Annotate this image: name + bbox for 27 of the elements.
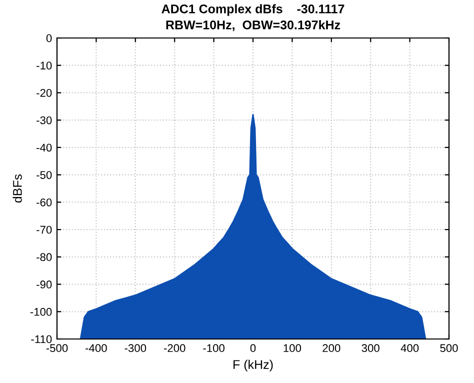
x-tick-label: 500 <box>440 344 458 352</box>
y-tick-label: -100 <box>30 308 52 316</box>
x-tick-label: 300 <box>362 344 380 352</box>
x-tick-label: -100 <box>203 344 224 352</box>
chart-subtitle: RBW=10Hz, OBW=30.197kHz <box>166 20 340 32</box>
x-tick-label: 100 <box>284 344 302 352</box>
y-tick-label: -10 <box>36 62 52 70</box>
x-tick-label: 0 <box>250 344 256 352</box>
y-tick-label: -90 <box>36 280 52 288</box>
x-tick-label: -200 <box>164 344 186 352</box>
y-tick-label: 0 <box>46 34 52 42</box>
x-tick-label: 200 <box>322 344 340 352</box>
chart-title: ADC1 Complex dBfs -30.1117 <box>162 4 344 16</box>
y-tick-label: -20 <box>36 88 52 97</box>
y-tick-label: -80 <box>36 253 52 262</box>
y-tick-label: -60 <box>36 198 52 206</box>
y-tick-label: -50 <box>36 171 52 179</box>
x-tick-label: -500 <box>46 344 68 352</box>
y-tick-label: -30 <box>36 116 52 124</box>
x-axis-title: F (kHz) <box>234 360 273 372</box>
y-tick-label: -40 <box>36 144 52 152</box>
y-axis-title: dBFs <box>12 174 22 203</box>
y-tick-label: -110 <box>31 335 52 344</box>
x-tick-label: -300 <box>124 344 146 352</box>
y-tick-label: -70 <box>36 226 52 234</box>
x-tick-label: -400 <box>86 344 107 352</box>
x-tick-label: 400 <box>400 344 419 352</box>
